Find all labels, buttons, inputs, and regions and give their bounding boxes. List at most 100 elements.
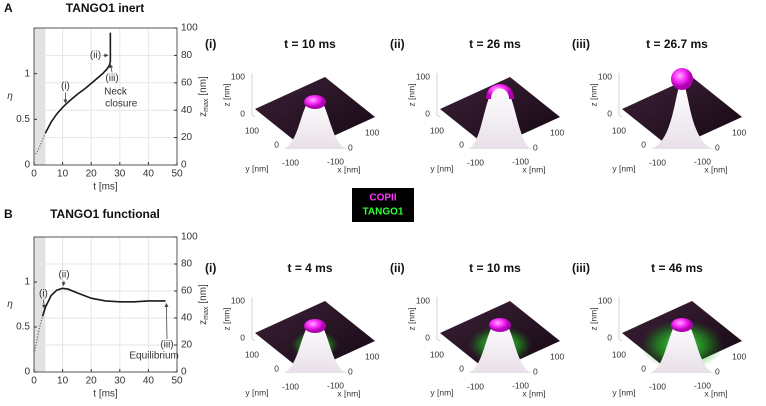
surface-panel: (ii) t = 26 msz [nm]0100-1000100-1000100y… [390, 37, 564, 174]
copii-coat [304, 319, 326, 333]
chart-title: TANGO1 functional [50, 207, 160, 221]
y2-tick-label: 80 [181, 259, 193, 270]
y-tick-label: 0 [641, 363, 646, 373]
y-axis-label: y [nm] [430, 387, 453, 397]
membrane-bump [650, 83, 714, 149]
panel-label: (iii) [572, 261, 590, 275]
y-tick-label: 0 [274, 139, 279, 149]
x-tick-label: 0 [348, 366, 353, 376]
copii-coat [671, 68, 693, 90]
y-tick-label: 1 [24, 277, 30, 288]
legend-entry: COPII [369, 193, 396, 204]
y2-tick-label: 40 [181, 105, 193, 116]
z-tick-label: 100 [416, 71, 430, 81]
annotation: (iii) [160, 340, 173, 351]
panel-label: (ii) [390, 37, 405, 51]
panel-title: t = 26 ms [469, 37, 521, 51]
y-axis-label: η [7, 299, 13, 310]
panel-title: t = 10 ms [469, 261, 521, 275]
x-tick-label: -100 [694, 380, 711, 390]
y2-tick-label: 100 [181, 232, 198, 243]
z-tick-label: 0 [240, 108, 245, 118]
x-tick-label: 0 [31, 376, 37, 387]
annotation-arrow [109, 63, 114, 73]
y2-label-symbol: z [198, 112, 209, 117]
annotation: closure [105, 98, 138, 109]
annotation-arrow [41, 299, 46, 309]
z-tick-label: 0 [607, 108, 612, 118]
z-axis [618, 73, 623, 118]
x-tick-label: 40 [143, 169, 155, 180]
x-tick-label: 100 [365, 351, 379, 361]
y-tick-label: 0.5 [16, 114, 30, 125]
z-tick-label: 0 [240, 332, 245, 342]
y-tick-label: 0 [24, 160, 30, 171]
annotation: (i) [61, 81, 70, 92]
x-tick-label: -100 [327, 380, 344, 390]
x-axis-label: x [nm] [522, 164, 545, 174]
copii-coat [489, 318, 511, 332]
y-axis-label: η [7, 91, 13, 102]
y-tick-label: 100 [245, 125, 259, 135]
surface-panel: (iii) t = 46 msz [nm]0100-1000100-1000100… [572, 261, 746, 398]
copii-coat [304, 95, 326, 109]
z-tick-label: 100 [231, 71, 245, 81]
x-tick-label: 100 [732, 127, 746, 137]
annotation: (iii) [105, 73, 118, 84]
x-tick-label: 100 [550, 127, 564, 137]
x-tick-label: 10 [57, 376, 69, 387]
y-tick-label: -100 [649, 381, 666, 391]
z-tick-label: 100 [598, 71, 612, 81]
x-tick-label: 50 [171, 376, 183, 387]
x-tick-label: -100 [327, 156, 344, 166]
y-tick-label: -100 [282, 381, 299, 391]
x-tick-label: -100 [512, 380, 529, 390]
y2-axis-label: zmax [nm] [198, 76, 210, 117]
y-tick-label: 100 [430, 125, 444, 135]
x-tick-label: 30 [114, 376, 126, 387]
annotation: (ii) [90, 50, 101, 61]
y-tick-label: -100 [467, 381, 484, 391]
data-line [33, 316, 44, 355]
y2-label-sub: max [203, 306, 210, 320]
membrane-bump [468, 85, 532, 149]
surface-panel: (i) t = 10 msz [nm]0100-1000100-1000100y … [205, 37, 379, 174]
z-axis [251, 73, 256, 118]
surface-panel: (iii) t = 26.7 msz [nm]0100-1000100-10001… [572, 37, 746, 174]
annotation-arrow [164, 302, 169, 340]
y2-tick-label: 80 [181, 50, 193, 61]
x-tick-label: 30 [114, 169, 126, 180]
y-tick-label: 0.5 [16, 322, 30, 333]
x-axis-label: x [nm] [704, 164, 727, 174]
panel-title: t = 26.7 ms [646, 37, 708, 51]
y2-tick-label: 40 [181, 313, 193, 324]
y2-label-symbol: z [198, 320, 209, 325]
panel-label: (ii) [390, 261, 405, 275]
y2-tick-label: 60 [181, 77, 193, 88]
annotation: Neck [104, 87, 128, 98]
y-tick-label: -100 [649, 157, 666, 167]
x-tick-label: 100 [732, 351, 746, 361]
x-tick-label: 0 [348, 142, 353, 152]
z-axis [436, 73, 441, 118]
z-axis [436, 297, 441, 342]
z-axis-label: z [nm] [588, 83, 598, 106]
x-axis-label: x [nm] [337, 164, 360, 174]
z-axis [618, 297, 623, 342]
plot-frame [33, 27, 178, 166]
x-tick-label: 0 [715, 142, 720, 152]
x-tick-label: 10 [57, 169, 69, 180]
z-axis-label: z [nm] [588, 307, 598, 330]
x-axis-label: x [nm] [337, 388, 360, 398]
plot-frame [33, 236, 178, 373]
membrane-bump [283, 321, 347, 373]
panel-label: (i) [205, 261, 216, 275]
y2-label-unit: [nm] [198, 284, 209, 304]
x-tick-label: 50 [171, 169, 183, 180]
y-tick-label: 1 [24, 68, 30, 79]
panel-title: t = 46 ms [651, 261, 703, 275]
y-tick-label: -100 [467, 157, 484, 167]
shaded-region [34, 28, 46, 165]
y-axis-label: y [nm] [245, 387, 268, 397]
